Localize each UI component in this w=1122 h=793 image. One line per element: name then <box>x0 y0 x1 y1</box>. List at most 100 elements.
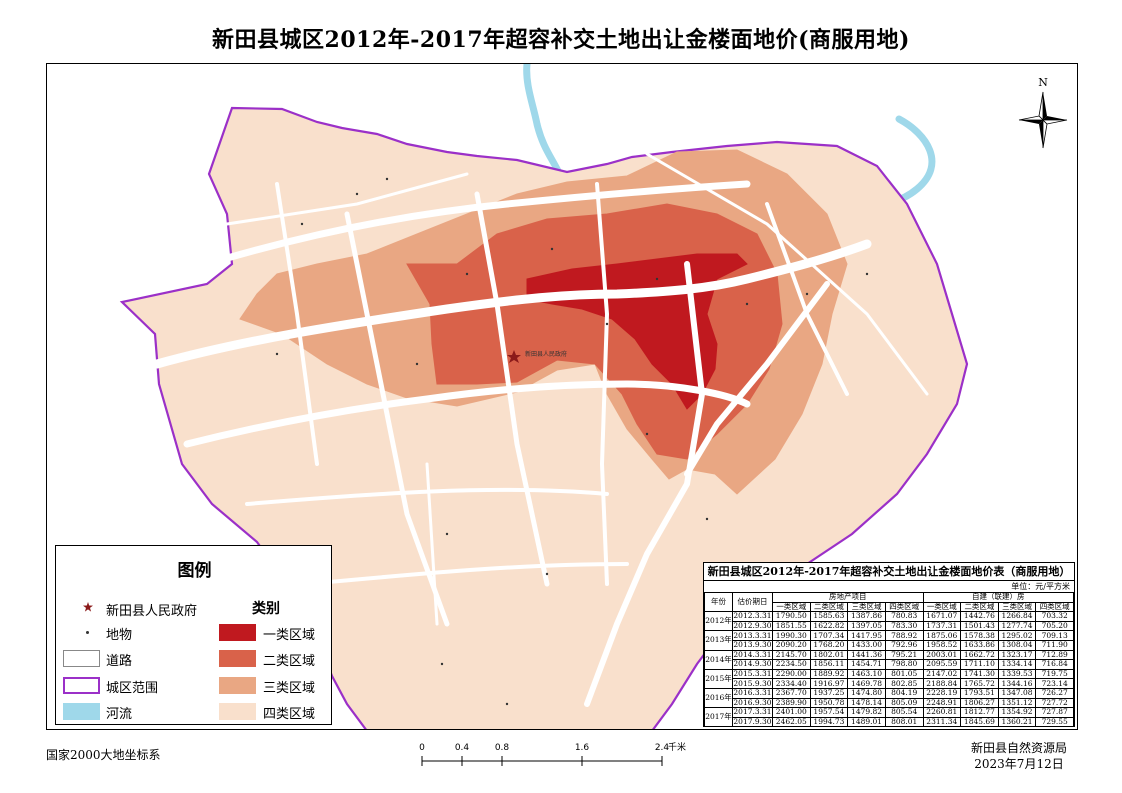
table-body: 年份 估价期日 房地产项目 自建（联建）房 一类区域 二类区域 三类区域 四类区… <box>704 591 1074 728</box>
price-cell: 2401.00 <box>772 707 811 718</box>
price-cell: 1501.43 <box>960 620 999 632</box>
legend-swatch-zone-3 <box>219 677 256 694</box>
price-cell: 1442.76 <box>960 611 999 622</box>
date-cell: 2014.3.31 <box>732 649 773 661</box>
dot-icon <box>86 631 89 634</box>
date-cell: 2016.3.31 <box>732 687 773 699</box>
land-price-table: 新田县城区2012年-2017年超容补交土地出让金楼面地价表（商服用地） 单位：… <box>703 562 1075 728</box>
table-row: 2015.9.30 2334.40 1916.97 1469.78 802.85 2188… <box>705 678 1074 689</box>
scale-tick-label: 0.4 <box>455 743 470 753</box>
legend-swatch-river <box>63 703 100 720</box>
price-cell: 1851.55 <box>772 620 811 632</box>
star-icon <box>507 350 521 363</box>
table-row: 2014.9.30 2234.50 1856.11 1454.71 798.80 2095… <box>705 659 1074 670</box>
price-cell: 1765.72 <box>960 678 999 689</box>
header-group-b: 自建（联建）房 <box>922 592 1074 603</box>
table-header-row-1: 年份 估价期日 房地产项目 自建（联建）房 <box>704 591 1074 613</box>
sub-header: 一类区域 <box>772 601 811 613</box>
price-cell: 2334.40 <box>772 678 811 689</box>
price-cell: 1806.27 <box>960 697 999 709</box>
year-cell: 2015年 <box>704 668 733 689</box>
date-cell: 2017.9.30 <box>732 716 773 728</box>
price-cell: 1957.54 <box>809 707 849 718</box>
price-cell: 1474.80 <box>847 687 886 699</box>
legend-category-zone-3: 三类区域 <box>263 681 316 696</box>
legend-item-landmark: 地物 <box>106 628 133 643</box>
date-cell: 2013.3.31 <box>732 630 773 641</box>
price-cell: 727.72 <box>1035 697 1074 709</box>
date-cell: 2015.3.31 <box>732 668 773 680</box>
government-marker[interactable]: 新田县人民政府 <box>507 350 567 363</box>
table-row: 2013年 2013.3.31 1990.30 1707.34 1417.95 788.9… <box>704 630 1074 651</box>
price-cell: 2147.02 <box>922 668 962 680</box>
price-cell: 1323.17 <box>997 649 1037 661</box>
table-row: 2015年 2015.3.31 2290.00 1889.92 1463.10 801.0… <box>704 668 1074 689</box>
price-cell: 2260.81 <box>922 707 962 718</box>
header-group-a: 房地产项目 <box>772 592 924 603</box>
price-cell: 1622.82 <box>809 620 849 632</box>
table-row: 2017年 2017.3.31 2401.00 1957.54 1479.82 805.5… <box>704 707 1074 728</box>
sub-header: 四类区域 <box>1035 601 1074 613</box>
table-row: 2012年 2012.3.31 1790.50 1585.63 1387.86 780.8… <box>704 611 1074 632</box>
legend-item-road: 道路 <box>106 654 133 669</box>
legend-category-zone-1: 一类区域 <box>263 628 316 643</box>
price-cell: 1441.36 <box>847 649 886 661</box>
north-label: N <box>1038 76 1048 89</box>
scale-unit: 千米 <box>668 741 686 753</box>
price-cell: 1351.12 <box>997 697 1037 709</box>
price-cell: 1802.01 <box>809 649 849 661</box>
table-row: 2016年 2016.3.31 2367.70 1937.25 1474.80 804.1… <box>704 687 1074 709</box>
government-label: 新田县人民政府 <box>525 350 567 358</box>
price-cell: 1916.97 <box>809 678 849 689</box>
price-cell: 795.21 <box>884 649 924 661</box>
price-cell: 1741.30 <box>960 668 999 680</box>
price-cell: 1344.16 <box>997 678 1037 689</box>
price-cell: 2290.00 <box>772 668 811 680</box>
legend-category-zone-4: 四类区域 <box>263 707 316 722</box>
price-cell: 711.90 <box>1035 639 1074 651</box>
price-cell: 1478.14 <box>847 697 886 709</box>
price-cell: 719.75 <box>1035 668 1074 680</box>
date-cell: 2015.9.30 <box>732 678 773 689</box>
north-arrow: N <box>1015 76 1071 156</box>
price-cell: 1793.51 <box>960 687 999 699</box>
price-cell: 1711.10 <box>960 659 999 670</box>
price-cell: 1768.20 <box>809 639 849 651</box>
price-cell: 1812.77 <box>960 707 999 718</box>
date-cell: 2014.9.30 <box>732 659 773 670</box>
price-cell: 1469.78 <box>847 678 886 689</box>
price-cell: 804.19 <box>884 687 924 699</box>
price-cell: 808.01 <box>884 716 924 728</box>
road-network <box>152 152 929 707</box>
price-cell: 703.32 <box>1035 611 1074 622</box>
sub-header: 三类区域 <box>847 601 886 613</box>
scale-bar: 0 0.4 0.8 1.6 2.4 千米 <box>418 741 698 771</box>
price-cell: 2248.91 <box>922 697 962 709</box>
table-row: 2014年 2014.3.31 2145.70 1802.01 1441.36 795.2… <box>704 649 1074 670</box>
price-cell: 1937.25 <box>809 687 849 699</box>
year-cell: 2012年 <box>704 611 733 632</box>
price-cell: 2090.20 <box>772 639 811 651</box>
table-header-row-2: 一类区域 二类区域 三类区域 四类区域 一类区域 二类区域 三类区域 四类区域 <box>705 601 1074 613</box>
date-cell: 2012.9.30 <box>732 620 773 632</box>
price-cell: 1277.74 <box>997 620 1037 632</box>
footer-credits: 新田县自然资源局 2023年7月12日 <box>960 740 1078 772</box>
table-row: 2013.9.30 2090.20 1768.20 1433.00 792.96 1958… <box>705 639 1074 651</box>
date-cell: 2012.3.31 <box>732 611 773 622</box>
map-title: 新田县城区2012年-2017年超容补交土地出让金楼面地价(商服用地) <box>212 27 910 53</box>
price-cell: 805.09 <box>884 697 924 709</box>
table-row: 2016.9.30 2389.90 1950.78 1478.14 805.09 2248… <box>705 697 1074 709</box>
price-cell: 726.27 <box>1035 687 1074 699</box>
table-unit: 单位：元/平方米 <box>1011 582 1070 591</box>
legend: 图例 类别 新田县人民政府 地物 道路 城区范围 河流 一类区域 二类区域 三类… <box>55 545 332 725</box>
price-cell: 1662.72 <box>960 649 999 661</box>
price-cell: 1479.82 <box>847 707 886 718</box>
price-cell: 2389.90 <box>772 697 811 709</box>
price-cell: 2234.50 <box>772 659 811 670</box>
price-cell: 780.83 <box>884 611 924 622</box>
price-cell: 1889.92 <box>809 668 849 680</box>
map-frame[interactable]: 新田县人民政府 N 图例 类别 新田县人民政府 <box>46 63 1078 730</box>
price-cell: 1845.69 <box>960 716 999 728</box>
price-cell: 1463.10 <box>847 668 886 680</box>
star-icon <box>83 602 93 612</box>
